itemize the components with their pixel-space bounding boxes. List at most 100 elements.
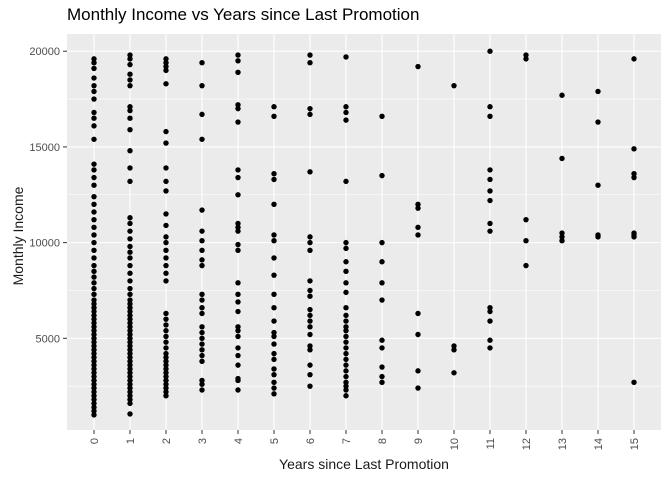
data-point [415,232,421,238]
data-point [127,291,133,297]
data-point [91,232,97,238]
data-point [307,362,313,368]
data-point [127,52,133,58]
data-point [235,192,241,198]
data-point [91,331,97,338]
data-point [271,171,277,177]
data-point [127,389,133,395]
data-point [127,243,133,250]
data-point [631,171,637,177]
data-point [91,385,97,391]
data-point [343,280,349,286]
data-point [559,238,565,244]
data-point [487,228,493,234]
x-tick-label: 11 [485,438,497,449]
data-point [343,117,349,123]
plot-panel [67,34,661,430]
data-point [163,188,169,194]
data-point [343,104,349,110]
data-point [379,297,385,303]
data-point [199,60,205,66]
data-point [271,385,277,391]
x-axis-label: Years since Last Promotion [279,456,449,472]
data-point [163,322,169,328]
data-point [487,176,493,183]
data-point [235,280,241,286]
data-point [379,280,385,286]
data-point [343,362,349,368]
data-point [235,352,241,359]
data-point [307,343,313,349]
data-point [163,239,169,246]
data-point [487,318,493,324]
data-point [199,228,205,234]
data-point [379,259,385,265]
data-point [127,343,133,349]
data-point [127,362,133,368]
data-point [91,324,97,330]
data-point [343,373,349,380]
data-point [343,109,349,116]
data-point [415,331,421,338]
data-point [343,289,349,296]
data-point [199,358,205,364]
y-tick-label: 5000 [36,333,60,345]
data-point [163,327,169,334]
data-point [379,113,385,120]
data-point [235,308,241,315]
data-points [91,48,637,418]
data-point [343,259,349,265]
data-point [415,310,421,317]
data-point [163,385,169,391]
data-point [235,299,241,305]
data-point [235,69,241,75]
data-point [91,312,97,319]
data-point [379,239,385,246]
y-axis-label: Monthly Income [10,186,26,286]
data-point [199,207,205,213]
data-point [343,333,349,340]
data-point [271,176,277,183]
data-point [235,247,241,253]
data-point [127,366,133,372]
data-point [163,56,169,62]
data-point [487,104,493,110]
data-point [91,366,97,372]
data-point [163,354,169,361]
data-point [199,329,205,336]
x-tick-label: 7 [341,438,353,444]
data-point [487,308,493,315]
data-point [91,350,97,357]
data-point [379,172,385,179]
data-point [451,343,457,349]
data-point [127,61,133,68]
data-point [523,238,529,244]
data-point [559,234,565,240]
data-point [91,308,97,315]
data-point [127,165,133,171]
data-point [307,293,313,299]
data-point [91,209,97,215]
data-point [127,327,133,334]
data-point [91,335,97,342]
data-point [235,241,241,248]
data-point [91,216,97,223]
data-point [163,128,169,135]
data-point [199,304,205,311]
data-point [127,350,133,357]
data-point [235,345,241,351]
data-point [307,60,313,66]
data-point [415,385,421,391]
data-point [343,327,349,334]
data-point [343,239,349,246]
data-point [271,329,277,336]
data-point [163,81,169,87]
data-point [235,167,241,173]
data-point [307,306,313,313]
x-axis-ticks: 0 1 2 3 4 5 6 7 8 9 10 11 12 13 14 15 [89,430,641,450]
data-point [271,113,277,120]
data-point [271,366,277,372]
data-point [199,257,205,263]
data-point [343,178,349,185]
